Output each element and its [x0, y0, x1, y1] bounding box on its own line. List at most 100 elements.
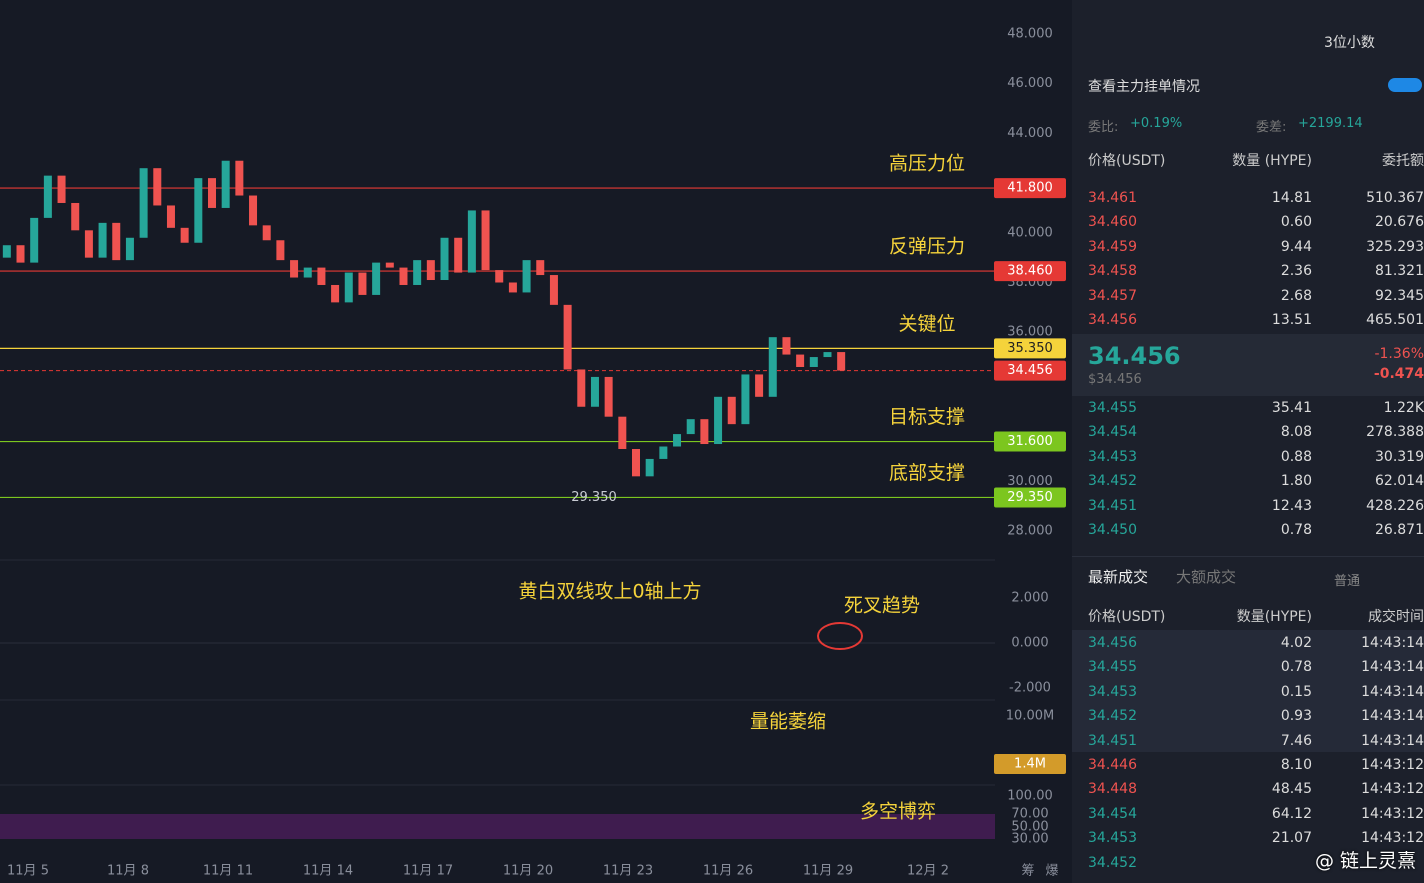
- trade-tab[interactable]: 大额成交: [1176, 568, 1237, 586]
- y-tick-label: 44.000: [1007, 126, 1053, 141]
- mid-price: 34.456: [1088, 342, 1181, 370]
- x-tick-label: 11月 29: [803, 864, 853, 879]
- trade-cell: 7.46: [1280, 732, 1312, 749]
- bids-cell: 278.388: [1366, 424, 1424, 441]
- candle: [577, 369, 586, 407]
- trade-cell: 0.78: [1280, 659, 1312, 676]
- order-panel: 3位小数 查看主力挂单情况 委比: +0.19% 委差: +2199.14 价格(USDT)…: [1072, 0, 1424, 883]
- candle: [221, 160, 230, 208]
- candle: [303, 267, 312, 278]
- bids-cell: 34.452: [1088, 473, 1137, 490]
- candle: [153, 168, 162, 206]
- candle: [139, 168, 148, 238]
- candle: [618, 416, 627, 449]
- candle: [43, 175, 52, 218]
- bids-cell: 30.319: [1375, 448, 1424, 465]
- candle: [71, 202, 80, 231]
- annotation: 量能萎缩: [750, 711, 826, 733]
- bids-cell: 62.014: [1375, 473, 1424, 490]
- asks-cell: 81.321: [1375, 263, 1424, 280]
- candle: [495, 270, 504, 283]
- x-tick-label: 12月 2: [907, 864, 949, 879]
- y-tick-label: 30.000: [1007, 474, 1053, 489]
- book-header: 委托额: [1382, 153, 1424, 169]
- trade-highlight: [1072, 630, 1424, 752]
- current-tag: [994, 360, 1066, 381]
- level-name: 目标支撑: [889, 406, 965, 428]
- level-tag: [994, 178, 1066, 199]
- book-header: 价格(USDT): [1088, 153, 1166, 169]
- trade-cell: 0.15: [1280, 683, 1312, 700]
- volume-tag-label: 1.4M: [1014, 757, 1046, 772]
- asks-cell: 34.460: [1088, 214, 1137, 231]
- candle: [194, 178, 203, 243]
- trade-cell: 14:43:14: [1361, 708, 1424, 725]
- asks-cell: 20.676: [1375, 214, 1424, 231]
- candle: [317, 267, 326, 285]
- y-tick-label: 40.000: [1007, 225, 1053, 240]
- diff: +2199.14: [1298, 116, 1363, 131]
- bids-cell: 428.226: [1366, 497, 1424, 514]
- normal-label: 普通: [1334, 574, 1361, 589]
- candle: [755, 374, 764, 397]
- trade-cell: 48.45: [1271, 781, 1312, 798]
- macd-axis-label: -2.000: [1009, 681, 1051, 696]
- candle: [344, 272, 353, 303]
- candle: [604, 376, 613, 417]
- candle: [823, 352, 832, 358]
- level-tag-label: 31.600: [1007, 434, 1053, 449]
- level-name: 高压力位: [889, 153, 965, 175]
- asks-cell: 465.501: [1366, 312, 1424, 328]
- candle: [276, 240, 285, 261]
- x-tick-label: 11月 23: [603, 864, 653, 879]
- x-tick-label: 11月 20: [503, 864, 553, 879]
- annotation: 黄白双线攻上0轴上方: [518, 581, 701, 603]
- candle: [358, 272, 367, 295]
- level-tag-label: 38.460: [1007, 264, 1053, 279]
- mid-chg: -0.474: [1373, 366, 1424, 382]
- y-tick-label: 46.000: [1007, 76, 1053, 91]
- trade-cell: 14:43:12: [1361, 757, 1424, 773]
- candle: [262, 225, 271, 241]
- trade-cell: 4.02: [1280, 635, 1312, 651]
- corner-label: 筹: [1021, 863, 1034, 879]
- asks-cell: 325.293: [1366, 238, 1424, 255]
- candle: [467, 210, 476, 273]
- chart: 48.00046.00044.00040.00038.00036.00030.0…: [0, 26, 1066, 879]
- level-tag-label: 29.350: [1007, 490, 1053, 505]
- y-tick-label: 36.000: [1007, 325, 1053, 340]
- cross-marker: [817, 622, 863, 650]
- asks-cell: 92.345: [1375, 287, 1424, 304]
- y-tick-label: 48.000: [1007, 27, 1053, 42]
- trade-header: 数量(HYPE): [1236, 609, 1312, 625]
- bids-cell: 1.22K: [1383, 400, 1424, 416]
- toggle[interactable]: [1388, 78, 1422, 92]
- bids-cell: 35.41: [1271, 400, 1312, 416]
- level-tag-label: 41.800: [1007, 181, 1053, 196]
- candle: [549, 275, 558, 305]
- candle: [166, 205, 175, 228]
- rsi-band: [0, 814, 995, 839]
- bids-cell: 34.455: [1088, 400, 1137, 416]
- candle: [508, 282, 517, 293]
- trade-cell: 34.451: [1088, 732, 1137, 749]
- candle: [372, 262, 381, 295]
- trade-cell: 34.453: [1088, 683, 1137, 700]
- trade-cell: 14:43:14: [1361, 635, 1424, 651]
- macd-axis-label: 2.000: [1011, 591, 1048, 606]
- candle: [686, 419, 695, 435]
- candle: [727, 396, 736, 425]
- trade-tab[interactable]: 最新成交: [1088, 568, 1149, 586]
- asks-cell: 2.68: [1280, 287, 1312, 304]
- x-tick-label: 11月 17: [403, 864, 453, 879]
- candle: [2, 245, 11, 258]
- trade-cell: 0.93: [1280, 708, 1312, 725]
- bids-cell: 34.454: [1088, 424, 1137, 441]
- trade-cell: 14:43:14: [1361, 659, 1424, 676]
- bids-cell: 34.451: [1088, 497, 1137, 514]
- trade-cell: 34.454: [1088, 805, 1137, 822]
- candle: [768, 337, 777, 397]
- asks-cell: 510.367: [1366, 190, 1424, 206]
- trade-cell: 14:43:14: [1361, 732, 1424, 749]
- candle: [563, 304, 572, 370]
